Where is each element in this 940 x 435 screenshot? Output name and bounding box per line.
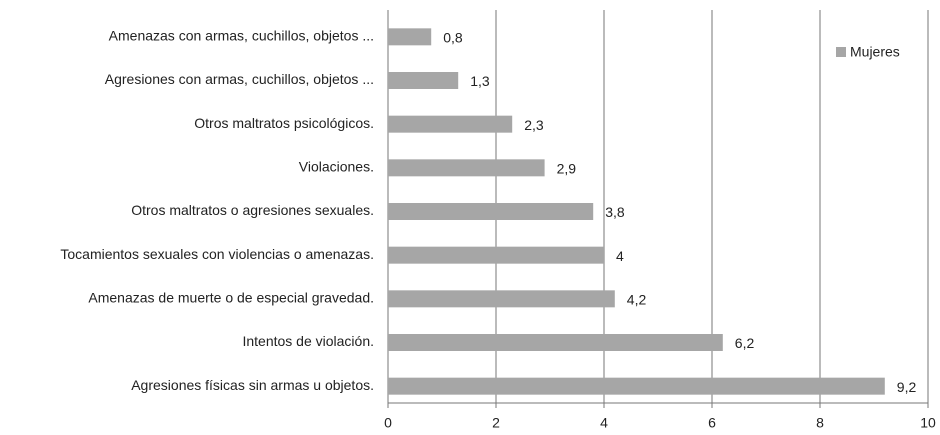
- value-label: 2,3: [524, 117, 544, 133]
- y-tick-label: Amenazas de muerte o de especial graveda…: [88, 290, 374, 306]
- y-tick-label: Otros maltratos psicológicos.: [194, 115, 374, 131]
- bar: [388, 377, 885, 395]
- bar: [388, 290, 615, 308]
- x-tick-label: 0: [384, 415, 392, 431]
- y-tick-label: Amenazas con armas, cuchillos, objetos .…: [109, 28, 374, 44]
- y-tick-label: Intentos de violación.: [242, 333, 374, 349]
- value-label: 1,3: [470, 73, 490, 89]
- value-label: 9,2: [897, 379, 917, 395]
- x-tick-label: 10: [920, 415, 936, 431]
- x-tick-label: 4: [600, 415, 608, 431]
- bar: [388, 28, 432, 46]
- x-tick-label: 8: [816, 415, 824, 431]
- value-label: 2,9: [557, 161, 577, 177]
- x-tick-label: 2: [492, 415, 500, 431]
- y-tick-label: Otros maltratos o agresiones sexuales.: [131, 202, 374, 218]
- bar: [388, 72, 459, 89]
- x-tick-label: 6: [708, 415, 716, 431]
- bar: [388, 115, 513, 133]
- bar: [388, 203, 594, 220]
- y-tick-label: Agresiones con armas, cuchillos, objetos…: [105, 71, 374, 87]
- value-label: 3,8: [605, 204, 625, 220]
- value-label: 4: [616, 248, 624, 264]
- bar: [388, 159, 545, 177]
- legend-label: Mujeres: [850, 44, 900, 60]
- legend-swatch: [836, 47, 846, 57]
- value-label: 4,2: [627, 292, 647, 308]
- value-label: 0,8: [443, 30, 463, 46]
- value-label: 6,2: [735, 335, 755, 351]
- bar: [388, 246, 604, 264]
- y-tick-label: Agresiones físicas sin armas u objetos.: [131, 377, 374, 393]
- y-tick-label: Tocamientos sexuales con violencias o am…: [60, 246, 374, 262]
- y-tick-label: Violaciones.: [299, 159, 374, 175]
- bar: [388, 334, 723, 351]
